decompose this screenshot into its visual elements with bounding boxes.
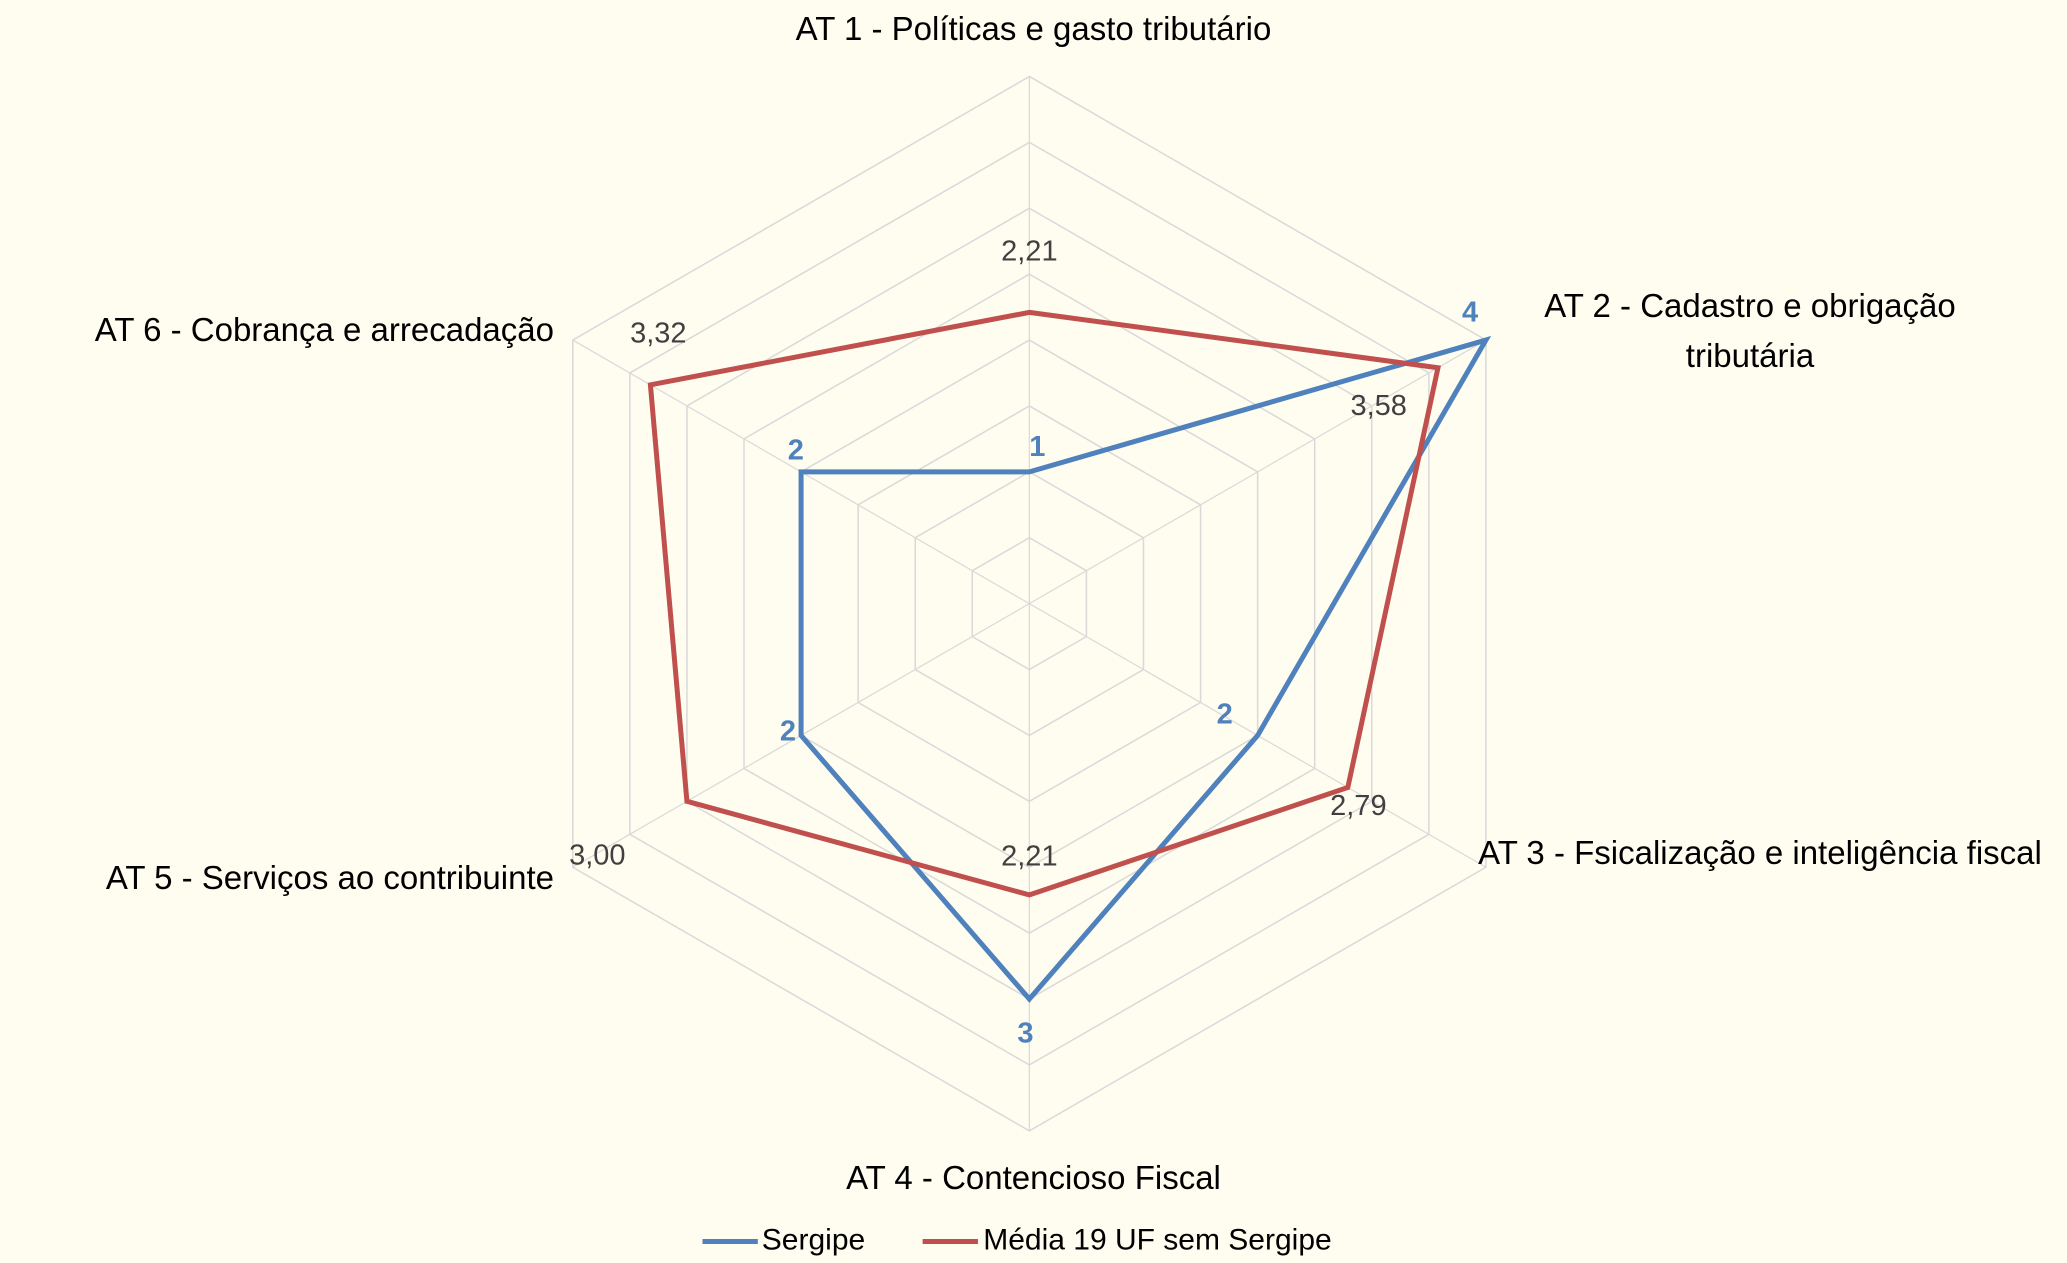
series-line xyxy=(647,309,1441,898)
category-label: AT 6 - Cobrança e arrecadação xyxy=(94,311,554,348)
data-label: 2 xyxy=(780,715,796,747)
data-label: 2,21 xyxy=(1001,236,1057,268)
data-label: 3 xyxy=(1017,1017,1033,1049)
data-label: 3,58 xyxy=(1350,390,1406,422)
data-label: 1 xyxy=(1029,431,1045,463)
legend-label: Média 19 UF sem Sergipe xyxy=(983,1223,1332,1256)
data-label: 4 xyxy=(1462,296,1478,328)
category-label: AT 1 - Políticas e gasto tributário xyxy=(795,10,1272,47)
category-label: AT 4 - Contencioso Fiscal xyxy=(846,1159,1221,1196)
data-label: 3,00 xyxy=(569,839,625,871)
data-label: 3,32 xyxy=(630,317,686,349)
category-label: AT 5 - Serviços ao contribuinte xyxy=(105,859,554,896)
legend-label: Sergipe xyxy=(762,1223,865,1256)
data-label: 2,79 xyxy=(1330,790,1386,822)
category-label: AT 3 - Fsicalização e inteligência fisca… xyxy=(1478,834,2042,871)
data-label: 2,21 xyxy=(1001,841,1057,873)
category-label: AT 2 - Cadastro e obrigação tributária xyxy=(1544,287,1956,374)
data-label: 2 xyxy=(1217,698,1233,730)
series-line xyxy=(798,335,1492,1003)
axis-spoke xyxy=(1029,339,1487,605)
data-label: 2 xyxy=(788,435,804,467)
